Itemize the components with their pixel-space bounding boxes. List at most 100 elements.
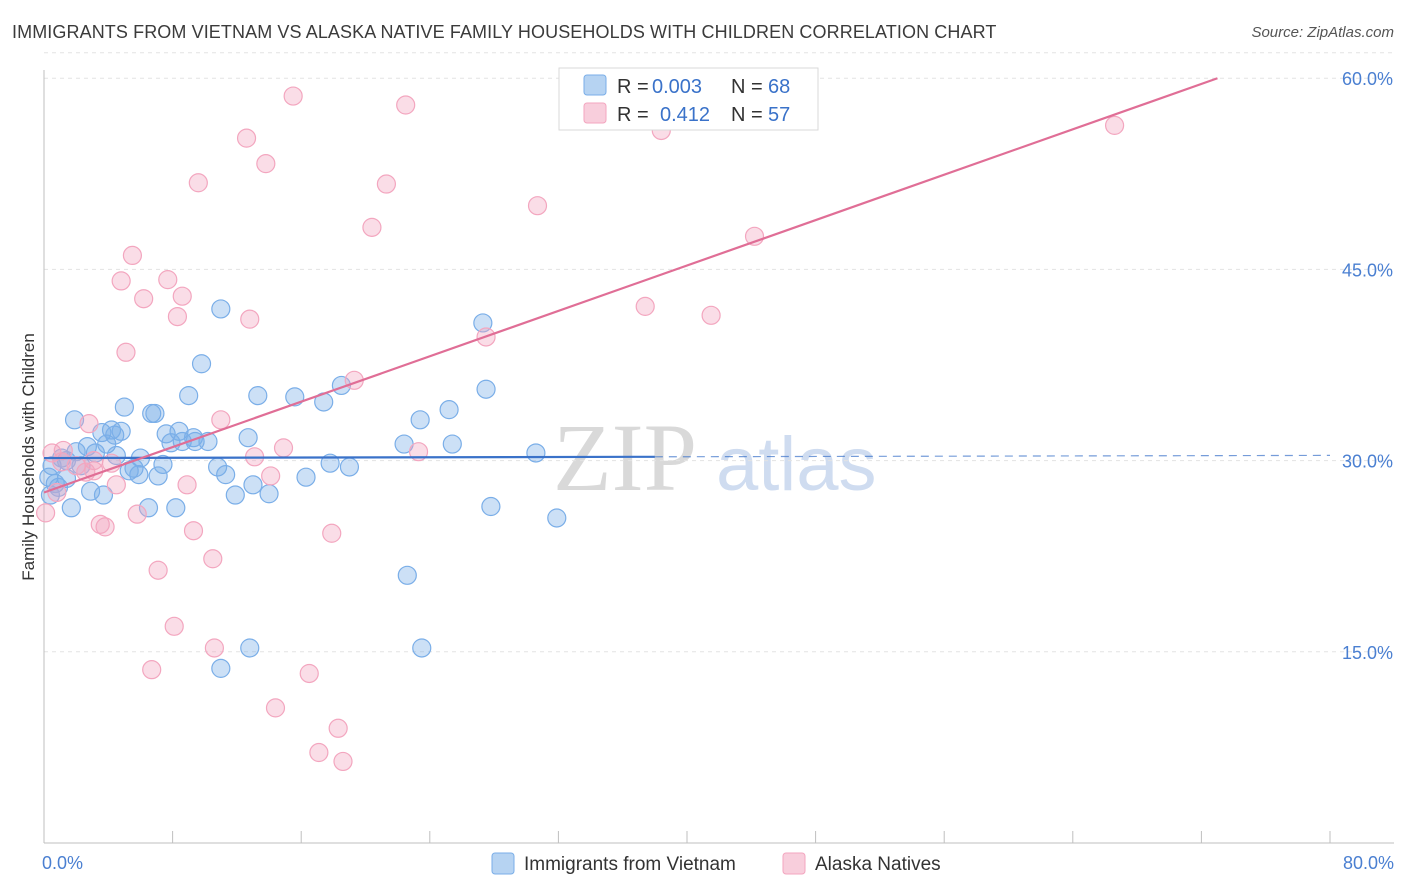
data-point <box>273 438 294 458</box>
data-point <box>191 354 212 374</box>
data-point <box>111 421 131 441</box>
data-point <box>240 309 260 329</box>
data-point <box>328 718 348 738</box>
data-point <box>127 504 147 524</box>
data-point <box>261 466 281 486</box>
data-point <box>172 286 192 306</box>
data-point <box>203 549 223 569</box>
data-point <box>183 521 204 541</box>
trend-line-extension <box>654 454 1331 458</box>
data-point <box>376 174 396 194</box>
legend-r-value-alaska: 0.412 <box>660 104 710 126</box>
data-point <box>442 434 462 454</box>
data-point <box>145 403 165 424</box>
data-point <box>116 342 136 362</box>
data-point <box>527 196 548 216</box>
data-point <box>101 420 122 440</box>
y-tick-label: 30.0% <box>1342 452 1393 472</box>
data-point <box>256 154 276 174</box>
data-point <box>476 379 496 399</box>
chart-source: Source: ZipAtlas.com <box>1251 24 1394 41</box>
chart-title: IMMIGRANTS FROM VIETNAM VS ALASKA NATIVE… <box>12 22 997 42</box>
data-point <box>106 475 126 495</box>
data-point <box>129 465 149 485</box>
data-point <box>216 465 236 485</box>
x-axis-ticks <box>172 831 1331 843</box>
data-point <box>204 638 224 658</box>
data-point <box>138 498 159 518</box>
data-point <box>333 751 353 772</box>
data-point <box>283 86 303 106</box>
data-point <box>265 698 286 718</box>
data-point <box>66 456 86 476</box>
data-point <box>93 485 114 505</box>
legend-n-label-alaska: N = <box>731 104 763 126</box>
data-point <box>362 217 382 237</box>
data-point <box>412 638 432 658</box>
data-point <box>61 498 81 518</box>
data-point <box>64 410 85 430</box>
legend-n-value-vietnam: 68 <box>768 76 790 98</box>
watermark-atlas: atlas <box>716 422 877 507</box>
data-point <box>211 658 231 678</box>
data-point <box>211 410 231 430</box>
data-point <box>47 482 67 503</box>
data-point <box>167 306 188 327</box>
legend-r-value-vietnam: 0.003 <box>652 76 702 98</box>
x-tick-label-min: 0.0% <box>42 853 83 873</box>
y-tick-label: 15.0% <box>1342 643 1393 663</box>
y-axis-label: Family Households with Children <box>19 333 38 581</box>
series-vietnam-points <box>39 299 567 678</box>
legend-r-label-alaska: R = <box>617 104 649 126</box>
data-point <box>240 638 260 658</box>
data-point <box>236 128 257 148</box>
bottom-legend-label-alaska: Alaska Natives <box>815 854 941 875</box>
data-point <box>1104 115 1125 135</box>
trend-lines <box>43 77 1331 494</box>
legend-swatch-alaska <box>583 102 607 124</box>
data-point <box>95 517 115 537</box>
data-point <box>339 457 360 477</box>
data-point <box>396 95 416 115</box>
data-point <box>164 616 184 636</box>
data-point <box>211 299 231 319</box>
data-point <box>701 305 721 325</box>
data-point <box>320 453 340 473</box>
legend: R = 0.003 N = 68 R = 0.412 N = 57 <box>558 67 819 131</box>
data-point <box>322 523 342 543</box>
data-point <box>81 481 101 501</box>
data-point <box>238 428 258 448</box>
y-tick-labels: 15.0% 30.0% 45.0% 60.0% <box>1342 69 1393 663</box>
data-point <box>296 467 316 487</box>
data-point <box>635 296 655 316</box>
data-point <box>166 498 186 518</box>
legend-n-label-vietnam: N = <box>731 76 763 98</box>
data-point <box>79 414 99 434</box>
bottom-legend-swatch-alaska <box>782 852 806 875</box>
data-point <box>148 560 168 580</box>
y-tick-label: 45.0% <box>1342 260 1393 280</box>
data-point <box>481 496 501 517</box>
data-point <box>259 484 279 504</box>
trend-line <box>43 455 655 460</box>
data-point <box>188 173 208 193</box>
data-point <box>248 386 268 406</box>
legend-r-label-vietnam: R = <box>617 76 649 98</box>
data-point <box>158 270 178 290</box>
data-point <box>153 454 173 475</box>
data-point <box>177 475 197 495</box>
data-point <box>142 660 162 680</box>
trend-line <box>43 77 1218 494</box>
y-tick-label: 60.0% <box>1342 69 1393 89</box>
data-point <box>439 400 459 420</box>
data-point <box>134 289 154 309</box>
data-point <box>473 313 493 333</box>
legend-swatch-vietnam <box>583 74 607 96</box>
legend-n-value-alaska: 57 <box>768 104 790 126</box>
data-point <box>299 663 319 684</box>
bottom-legend: Immigrants from Vietnam Alaska Natives <box>491 852 941 875</box>
data-point <box>225 485 245 505</box>
data-point <box>111 271 131 291</box>
data-point <box>526 443 546 463</box>
